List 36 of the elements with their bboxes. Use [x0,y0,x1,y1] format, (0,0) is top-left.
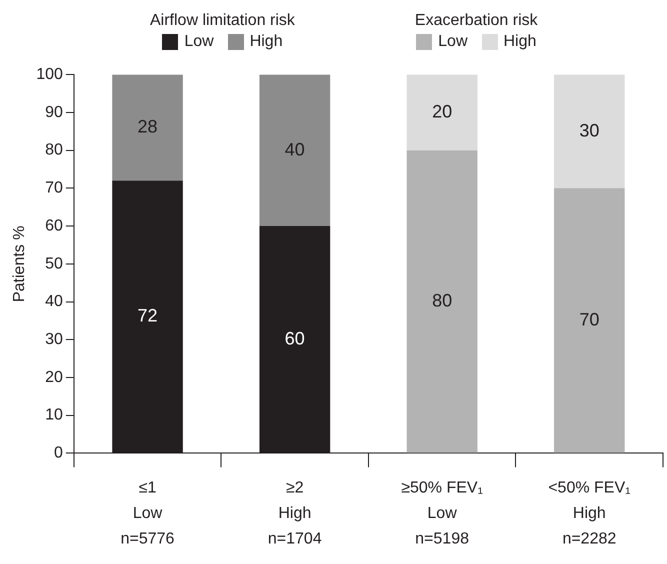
text: Airflow limitation risk [150,12,295,30]
data-label: 80 [432,290,452,310]
bar [259,74,330,226]
y-tick-label: 100 [36,66,63,84]
y-tick-label: 80 [45,142,63,159]
legend-label: Low [438,33,468,51]
y-tick-label: 90 [45,104,63,121]
bar [554,188,625,453]
bar [112,74,183,181]
y-tick-label: 20 [45,368,63,386]
bar [554,74,625,188]
data-label: 28 [138,116,158,137]
x-tick-label: ≥2 High n=1704 [268,479,322,548]
data-label: 30 [579,120,600,140]
bar [406,74,478,150]
legend-label: High [504,33,536,51]
y-tick-label: 40 [45,293,63,310]
text: Exacerbation risk [414,12,538,30]
data-label: 72 [138,306,158,326]
legend-label: Low [184,33,214,51]
y-tick-label: 60 [45,217,63,234]
y-tick-label: 50 [45,255,63,272]
data-label: 60 [284,328,305,348]
y-tick-label: 70 [45,180,63,197]
bar [406,150,478,453]
x-tick-label: <50% FEV₁ High n=2282 [548,479,631,548]
y-axis-title: Patients % [11,226,28,302]
y-tick-label: 30 [45,331,63,348]
x-tick-label: ≥50% FEV₁ Low n=5198 [401,479,483,548]
y-tick-label: 0 [54,444,63,462]
data-label: 20 [432,101,452,122]
y-tick-label: 10 [45,406,63,424]
x-tick-label: ≤1 Low n=5776 [120,479,175,548]
data-label: 40 [284,139,305,160]
data-label: 70 [579,309,600,330]
legend-label: High [250,33,283,51]
